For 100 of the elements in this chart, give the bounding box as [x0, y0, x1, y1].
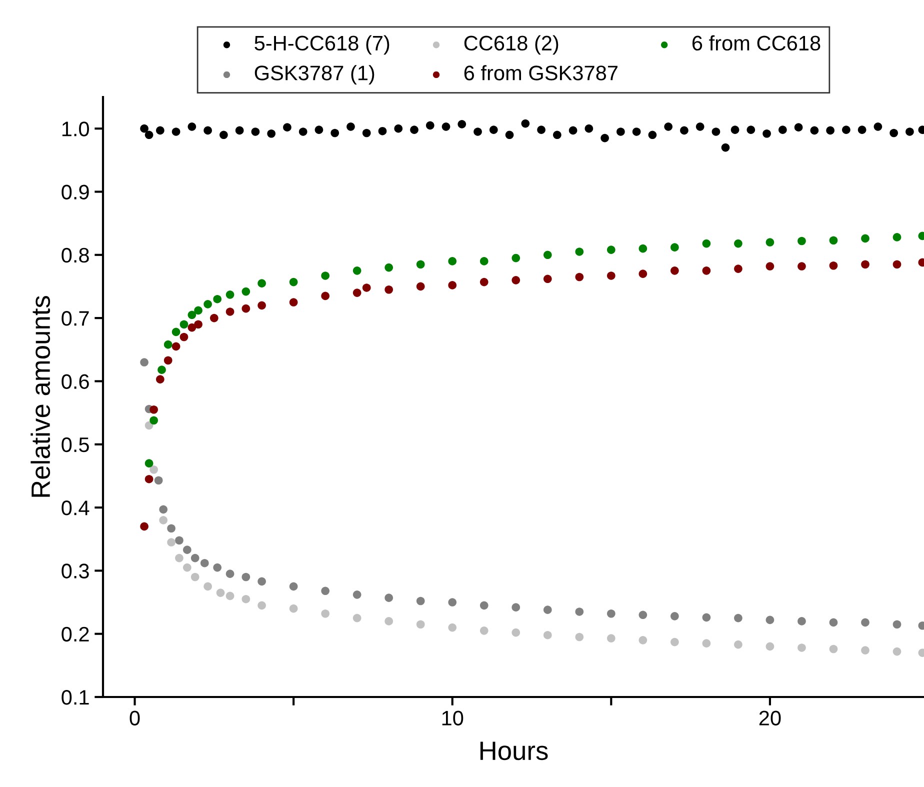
point — [416, 282, 425, 291]
point — [378, 126, 387, 136]
point — [480, 257, 488, 266]
y-tick-label: 1.0 — [62, 122, 89, 136]
point — [167, 538, 176, 546]
point — [448, 623, 457, 632]
point — [798, 262, 806, 270]
point — [188, 310, 196, 320]
point — [289, 582, 298, 591]
point — [600, 134, 609, 142]
point — [213, 294, 222, 304]
point — [648, 130, 657, 140]
point — [670, 638, 679, 646]
point — [448, 598, 457, 606]
legend-label: GSK3787 (1) — [254, 65, 374, 84]
point — [235, 126, 244, 135]
point — [543, 274, 552, 284]
point — [798, 617, 806, 626]
point — [606, 246, 616, 254]
point — [242, 572, 250, 582]
point — [638, 610, 648, 620]
x-tick-label: 20 — [759, 710, 781, 726]
point — [575, 248, 584, 256]
point — [512, 276, 520, 284]
point — [632, 128, 641, 136]
y-tick-label: 0.1 — [62, 690, 89, 705]
point — [394, 124, 403, 133]
point — [180, 332, 188, 342]
point — [416, 596, 425, 606]
point — [512, 628, 520, 637]
point — [826, 126, 834, 135]
point — [226, 570, 234, 578]
point — [188, 323, 196, 332]
point — [346, 122, 355, 131]
point — [156, 375, 164, 384]
point — [426, 121, 434, 130]
point — [575, 632, 584, 642]
point — [190, 554, 200, 562]
point — [474, 128, 482, 136]
y-axis-title: Relative amounts — [30, 296, 50, 497]
point — [213, 563, 222, 572]
point — [568, 126, 578, 135]
point — [144, 459, 154, 468]
point — [861, 234, 870, 243]
point — [416, 260, 425, 269]
point — [829, 236, 838, 245]
point — [442, 122, 450, 131]
x-tick-label: 0 — [130, 710, 140, 726]
point — [258, 601, 266, 610]
point — [251, 128, 260, 136]
point — [416, 620, 425, 629]
point — [200, 558, 209, 568]
point — [575, 608, 584, 616]
point — [606, 634, 616, 642]
point — [216, 588, 225, 597]
point — [638, 270, 648, 278]
point — [289, 298, 298, 306]
point — [448, 281, 457, 290]
point — [702, 266, 711, 275]
point — [606, 272, 616, 280]
point — [543, 630, 552, 640]
point — [204, 300, 212, 308]
point — [258, 301, 266, 310]
point — [890, 128, 898, 138]
point — [766, 238, 774, 246]
point — [798, 236, 806, 246]
point — [584, 124, 594, 133]
point — [734, 264, 742, 273]
point — [159, 516, 168, 524]
point — [489, 126, 498, 134]
point — [226, 308, 234, 316]
point — [829, 644, 838, 654]
point — [606, 609, 616, 618]
point — [670, 266, 679, 275]
point — [154, 476, 163, 485]
point — [140, 522, 148, 531]
point — [734, 614, 742, 622]
point — [702, 639, 711, 648]
point — [638, 244, 648, 253]
point — [505, 130, 514, 140]
point — [892, 260, 902, 269]
point — [762, 129, 771, 138]
y-tick-label: 0.9 — [62, 184, 89, 200]
point — [258, 279, 266, 288]
point — [696, 122, 704, 131]
point — [384, 594, 394, 602]
x-axis-title: Hours — [480, 742, 548, 760]
point — [575, 272, 584, 282]
legend-label: 6 from GSK3787 — [464, 65, 618, 80]
point — [352, 288, 362, 297]
point — [892, 620, 902, 629]
point — [188, 122, 196, 131]
point — [242, 594, 250, 604]
point — [664, 122, 672, 131]
point — [746, 126, 756, 134]
legend-label: 6 from CC618 — [692, 35, 820, 51]
point — [448, 257, 457, 266]
point — [180, 320, 188, 329]
point — [352, 614, 362, 622]
point — [144, 421, 154, 430]
